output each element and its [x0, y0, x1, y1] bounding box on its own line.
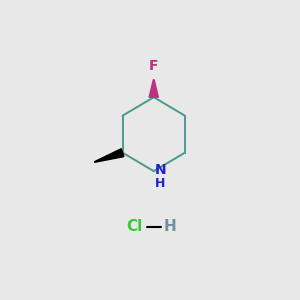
Text: Cl: Cl [126, 219, 142, 234]
Text: N: N [155, 163, 167, 177]
Polygon shape [95, 149, 124, 162]
Text: H: H [155, 177, 165, 190]
Text: H: H [164, 219, 176, 234]
Polygon shape [149, 80, 158, 97]
Text: F: F [149, 59, 158, 73]
